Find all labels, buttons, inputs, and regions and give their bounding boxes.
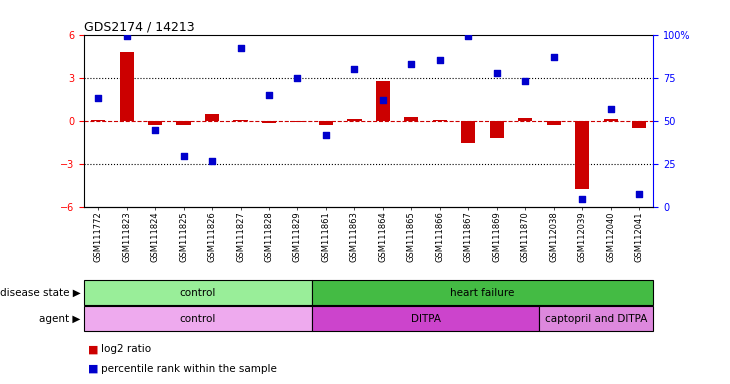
Point	[206, 158, 218, 164]
Bar	[91, 120, 105, 121]
Point	[634, 190, 645, 197]
Bar	[604, 119, 618, 121]
Text: control: control	[180, 288, 216, 298]
Text: disease state ▶: disease state ▶	[0, 288, 80, 298]
Text: heart failure: heart failure	[450, 288, 515, 298]
Point	[178, 152, 190, 159]
Text: ■: ■	[88, 364, 98, 374]
Bar	[262, 121, 276, 123]
Point	[491, 70, 502, 76]
Text: log2 ratio: log2 ratio	[101, 344, 151, 354]
Point	[406, 61, 418, 67]
Text: GDS2174 / 14213: GDS2174 / 14213	[84, 20, 195, 33]
Bar	[177, 121, 191, 124]
Point	[292, 75, 304, 81]
Point	[349, 66, 361, 72]
Point	[463, 33, 474, 40]
Bar	[291, 121, 304, 122]
Point	[577, 196, 588, 202]
Bar	[347, 119, 361, 121]
Point	[548, 54, 559, 60]
Bar	[461, 121, 475, 142]
Bar	[205, 114, 219, 121]
Bar	[518, 118, 532, 121]
Bar	[148, 121, 162, 125]
Bar	[575, 121, 589, 189]
Bar	[547, 121, 561, 125]
Point	[434, 58, 445, 64]
Text: DITPA: DITPA	[410, 314, 441, 324]
Point	[263, 92, 274, 98]
Point	[235, 45, 247, 51]
Text: ■: ■	[88, 344, 98, 354]
Point	[519, 78, 531, 84]
Point	[92, 96, 104, 102]
Bar	[632, 121, 646, 128]
Text: control: control	[180, 314, 216, 324]
Bar	[404, 117, 418, 121]
Text: captopril and DITPA: captopril and DITPA	[545, 314, 648, 324]
Text: percentile rank within the sample: percentile rank within the sample	[101, 364, 277, 374]
Bar	[319, 121, 333, 125]
Bar	[234, 119, 247, 121]
Bar	[120, 52, 134, 121]
Point	[320, 132, 331, 138]
Bar	[376, 81, 390, 121]
Point	[604, 106, 616, 112]
Bar	[433, 119, 447, 121]
Text: agent ▶: agent ▶	[39, 314, 80, 324]
Point	[149, 127, 161, 133]
Point	[377, 97, 388, 103]
Bar	[490, 121, 504, 138]
Point	[121, 33, 133, 40]
